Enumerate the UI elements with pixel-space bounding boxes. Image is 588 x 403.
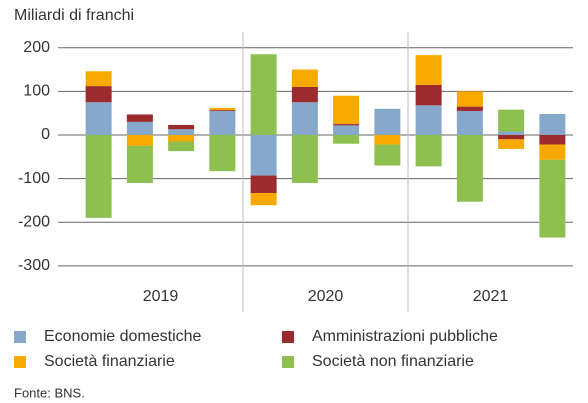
bar-segment [498,109,525,132]
year-label: 2020 [308,288,344,305]
y-tick-label: -300 [18,257,50,274]
bar-segment [126,121,153,135]
y-tick-label: 100 [23,83,50,100]
bar-segment [333,95,360,125]
bar-segment [498,134,525,140]
y-tick-label: 0 [41,126,50,143]
bar-segment [209,134,236,172]
bar-segment [456,110,483,135]
bar-segment [333,134,360,144]
bar-segment [126,145,153,183]
bar-segment [291,102,318,135]
bar-segment [456,91,483,107]
bar-segment [415,105,442,135]
bar-segment [85,102,112,135]
bar-segment [250,175,277,193]
bar-segment [539,144,566,160]
bar-segment [168,134,195,142]
bar-segment [126,134,153,146]
bar-segment [250,134,277,176]
bar-segment [539,114,566,135]
legend-swatch [14,331,26,343]
bar-segment [291,69,318,87]
bar-segment [85,134,112,218]
bar-segment [85,86,112,103]
year-label: 2021 [473,288,509,305]
year-label: 2019 [143,288,179,305]
bar-segment [126,114,153,122]
bar-segment [415,55,442,85]
legend-swatch [282,356,294,368]
legend-swatch [282,331,294,343]
bar-segment [498,131,525,135]
bar-segment [168,129,195,135]
bar-segment [168,141,195,152]
bar-segment [209,110,236,135]
bar-segment [250,192,277,206]
bar-segment [85,71,112,87]
source: Fonte: BNS. [14,385,85,400]
y-tick-label: -100 [18,170,50,187]
bar-segment [250,54,277,135]
y-tick-label: 200 [23,39,50,56]
bar-segment [291,86,318,103]
bar-segment [333,124,360,126]
bar-segment [209,110,236,111]
bar-segment [539,134,566,145]
bar-segment [456,134,483,202]
bar-segment [374,144,401,166]
bar-segment [333,125,360,135]
bar-segment [539,159,566,238]
y-tick-label: -200 [18,213,50,230]
legend-label: Società finanziarie [44,353,175,370]
bar-segment [209,107,236,111]
bar-segment [415,134,442,167]
bar-segment [415,84,442,106]
bar-segment [374,108,401,135]
legend-label: Economie domestiche [44,328,202,345]
y-axis-label: Miliardi di franchi [14,7,134,24]
bar-segment [291,134,318,183]
bar-segment [168,124,195,130]
legend-label: Amministrazioni pubbliche [312,328,498,345]
bar-segment [456,106,483,111]
bar-segment [374,134,401,145]
bar-segment [498,139,525,149]
legend-swatch [14,356,26,368]
legend-label: Società non finanziarie [312,353,474,370]
